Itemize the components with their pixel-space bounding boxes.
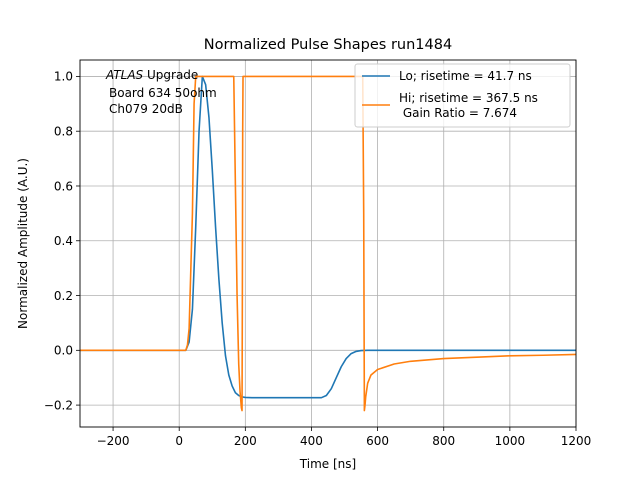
atlas-annotation: ATLAS Upgrade Board 634 50ohm Ch079 20dB — [105, 68, 217, 116]
legend-label-hi-line1: Hi; risetime = 367.5 ns — [399, 91, 538, 105]
legend-box — [354, 63, 571, 128]
x-tick-label: 200 — [234, 434, 257, 448]
x-tick-label: 1000 — [495, 434, 526, 448]
y-tick-label: 1.0 — [54, 70, 73, 84]
series-line-lo — [80, 75, 576, 399]
x-tick-label: 800 — [432, 434, 455, 448]
series-lines — [80, 75, 576, 412]
svg-text:ATLAS Upgrade: ATLAS Upgrade — [105, 68, 198, 82]
annotation-board: Board 634 50ohm — [109, 86, 217, 100]
legend-label-hi: Hi; risetime = 367.5 ns Gain Ratio = 7.6… — [399, 91, 542, 120]
annotation-channel: Ch079 20dB — [109, 102, 183, 116]
x-tick-label: 1200 — [561, 434, 592, 448]
y-tick-label: 0.6 — [54, 179, 73, 193]
series-line-hi — [80, 75, 576, 412]
y-tick-label: 0.0 — [54, 344, 73, 358]
x-tick-label: −200 — [97, 434, 130, 448]
atlas-upgrade-label: Upgrade — [143, 68, 198, 82]
x-tick-label: 400 — [300, 434, 323, 448]
y-tick-label: −0.2 — [44, 398, 73, 412]
x-axis-label: Time [ns] — [299, 457, 356, 471]
y-axis-label: Normalized Amplitude (A.U.) — [16, 158, 30, 329]
y-tick-label: 0.2 — [54, 289, 73, 303]
y-tick-label: 0.8 — [54, 125, 73, 139]
plot-frame — [79, 59, 577, 428]
legend-label-hi-line2: Gain Ratio = 7.674 — [399, 106, 517, 120]
y-tick-label: 0.4 — [54, 234, 73, 248]
axis-ticks: −200 0 200 400 600 800 1000 1200 −0.2 0.0 0.2 0.4 0.… — [44, 70, 591, 448]
legend-label-lo: Lo; risetime = 41.7 ns — [399, 69, 532, 83]
legend: Lo; risetime = 41.7 ns Hi; risetime = 36… — [354, 63, 571, 128]
x-tick-label: 0 — [175, 434, 183, 448]
x-tick-label: 600 — [366, 434, 389, 448]
chart-title: Normalized Pulse Shapes run1484 — [204, 37, 452, 53]
atlas-italic-label: ATLAS — [105, 68, 144, 82]
